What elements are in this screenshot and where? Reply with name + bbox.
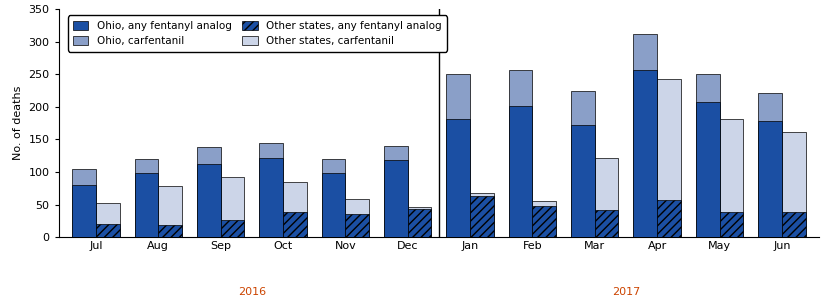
Bar (470, 193, 494, 237)
Bar (259, 143, 283, 237)
Bar (135, 159, 158, 237)
Bar (446, 119, 470, 237)
Text: 2016: 2016 (237, 287, 266, 297)
Bar (384, 146, 408, 237)
Bar (158, 186, 182, 237)
Bar (720, 119, 743, 237)
Bar (345, 214, 369, 237)
Bar (283, 212, 307, 237)
Bar (782, 132, 806, 237)
Bar (384, 160, 408, 237)
Bar (221, 220, 244, 237)
Bar (657, 200, 681, 237)
Bar (594, 210, 619, 237)
Y-axis label: No. of deaths: No. of deaths (13, 86, 23, 160)
Bar (657, 79, 681, 237)
Bar (197, 147, 221, 237)
Bar (283, 182, 307, 237)
Bar (533, 206, 556, 237)
Bar (96, 224, 120, 237)
Bar (446, 74, 470, 237)
Bar (408, 207, 431, 237)
Bar (221, 177, 244, 237)
Bar (509, 70, 533, 237)
Bar (533, 201, 556, 237)
Bar (720, 212, 743, 237)
Bar (782, 212, 806, 237)
Bar (408, 209, 431, 237)
Bar (322, 159, 345, 237)
Bar (594, 158, 619, 237)
Bar (96, 202, 120, 237)
Bar (259, 158, 283, 237)
Bar (571, 125, 594, 237)
Bar (758, 93, 782, 237)
Bar (509, 105, 533, 237)
Bar (470, 196, 494, 237)
Bar (72, 185, 96, 237)
Bar (197, 164, 221, 237)
Bar (72, 169, 96, 237)
Bar (634, 34, 657, 237)
Bar (634, 70, 657, 237)
Bar (696, 74, 720, 237)
Bar (696, 102, 720, 237)
Bar (345, 199, 369, 237)
Legend: Ohio, any fentanyl analog, Ohio, carfentanil, Other states, any fentanyl analog,: Ohio, any fentanyl analog, Ohio, carfent… (68, 16, 446, 52)
Text: 2017: 2017 (612, 287, 640, 297)
Bar (758, 121, 782, 237)
Bar (135, 173, 158, 237)
Bar (158, 225, 182, 237)
Bar (322, 173, 345, 237)
Bar (571, 91, 594, 237)
